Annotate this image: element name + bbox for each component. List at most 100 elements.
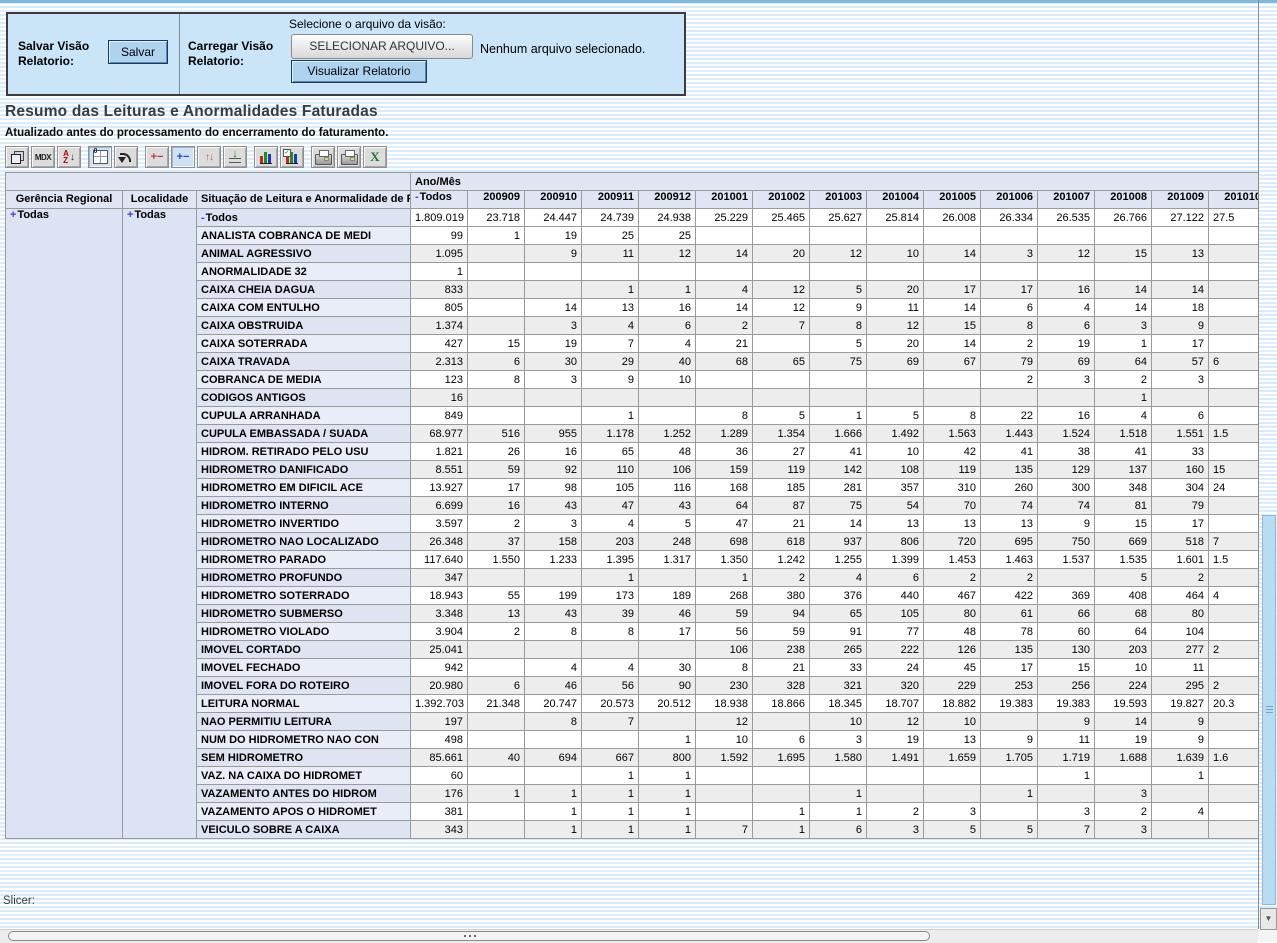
column-member-201009: 201009 [1152,191,1209,209]
show-chart-button[interactable] [254,146,278,168]
cell: 56 [582,677,639,695]
scroll-down-button[interactable]: ▼ [1260,908,1277,930]
cell: 669 [1095,533,1152,551]
table-lines [229,158,241,163]
cell: 12 [810,245,867,263]
chart-config-button[interactable]: ✓ [280,146,304,168]
horizontal-scrollbar-track[interactable] [0,929,1258,943]
column-member-201005: 201005 [924,191,981,209]
cell: 41 [1095,443,1152,461]
expand-toggle[interactable]: + [127,209,133,221]
cell: 2 [981,569,1038,587]
row-label: HIDROMETRO INTERNO [197,497,411,515]
print-button[interactable] [337,146,361,168]
select-file-button[interactable]: SELECIONAR ARQUIVO... [291,34,473,59]
cell: 1 [582,281,639,299]
cell: 105 [867,605,924,623]
cell: 13 [582,299,639,317]
pivot-toolbar: MDXAZ↓0+−+−↑↓↓✓X [5,146,389,169]
cell: 8 [810,317,867,335]
row-label: VAZAMENTO APOS O HIDROMET [197,803,411,821]
mdx-editor-button[interactable]: MDX [31,146,55,168]
sort-arrow: ↓ [70,152,75,163]
cell: 21 [753,515,810,533]
cell: 805 [411,299,468,317]
horizontal-scrollbar-thumb[interactable] [8,931,930,941]
cell [1095,263,1152,281]
cell: 1.601 [1152,551,1209,569]
cell: 6 [639,317,696,335]
cell: 440 [867,587,924,605]
cell: 1 [981,785,1038,803]
report-view-panel: Salvar Visão Relatorio: Salvar Carregar … [6,12,686,96]
expand-toggle[interactable]: + [10,209,16,221]
cell: 116 [639,479,696,497]
cell: 1.453 [924,551,981,569]
drill-member-button[interactable]: +− [145,146,169,168]
cell: 33 [1152,443,1209,461]
cell: 1 [639,281,696,299]
cell [924,227,981,245]
save-button[interactable]: Salvar [108,40,168,64]
cell: 45 [924,659,981,677]
row-label: ANALISTA COBRANCA DE MEDI [197,227,411,245]
show-parents-button[interactable]: 0 [88,146,112,168]
collapse-toggle[interactable]: - [415,191,419,203]
cell [981,263,1038,281]
drill-position-button[interactable]: +− [171,146,195,168]
cell: 2 [867,803,924,821]
drill-through-button[interactable]: ↓ [223,146,247,168]
cell: 1.659 [924,749,981,767]
drill-replace-button[interactable]: ↑↓ [197,146,221,168]
cell: 9 [981,731,1038,749]
cell: 17 [981,281,1038,299]
cell: 18 [1152,299,1209,317]
cell: 13.927 [411,479,468,497]
cell: 94 [753,605,810,623]
cell [810,767,867,785]
row-label: CAIXA SOTERRADA [197,335,411,353]
cell: 328 [753,677,810,695]
cell: 17 [639,623,696,641]
cell: 20 [867,335,924,353]
show-parents-icon: 0 [93,150,108,164]
cell [582,263,639,281]
sort-icon: AZ↓ [63,150,75,164]
cell: 806 [867,533,924,551]
row-label: VAZ. NA CAIXA DO HIDROMET [197,767,411,785]
print-config-button[interactable] [311,146,335,168]
collapse-toggle[interactable]: - [201,212,205,224]
cell: 1 [525,803,582,821]
view-report-button[interactable]: Visualizar Relatorio [291,60,427,83]
cell: 9 [582,371,639,389]
cell: 4 [582,515,639,533]
swap-axes-button[interactable] [114,146,138,168]
cell: 199 [525,587,582,605]
cell: 14 [1095,281,1152,299]
export-excel-button[interactable]: X [363,146,387,168]
cell: 197 [411,713,468,731]
sort-button[interactable]: AZ↓ [57,146,81,168]
cell [1038,389,1095,407]
olap-navigator-button[interactable] [5,146,29,168]
export-excel-icon: X [370,149,379,165]
cell [810,227,867,245]
cell [981,803,1038,821]
cell: 43 [525,497,582,515]
cell [810,263,867,281]
row-axis-header-1: Localidade [123,191,197,209]
cell: 849 [411,407,468,425]
vertical-scrollbar-thumb[interactable] [1262,515,1276,905]
cell [525,641,582,659]
cell: 5 [639,515,696,533]
column-member-201006: 201006 [981,191,1038,209]
cell: 380 [753,587,810,605]
cell: 27.122 [1152,209,1209,227]
cell: 47 [582,497,639,515]
load-view-label: Carregar Visão Relatorio: [188,39,283,69]
cell: 14 [924,299,981,317]
cell: 43 [639,497,696,515]
cell: 69 [1038,353,1095,371]
column-member-201007: 201007 [1038,191,1095,209]
cell: 104 [1152,623,1209,641]
